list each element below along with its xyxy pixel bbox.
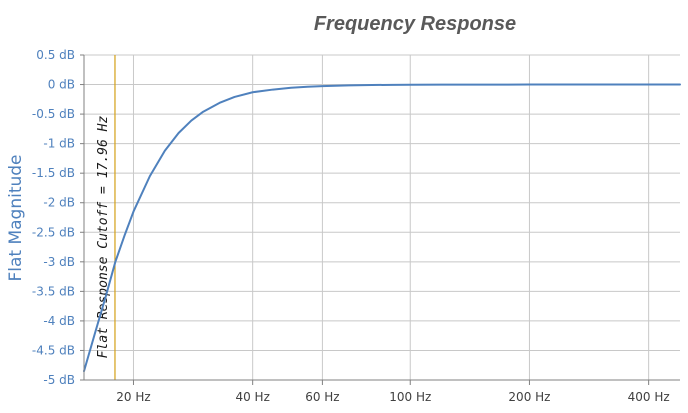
y-tick-label: 0.5 dB — [36, 48, 75, 62]
series-line — [83, 83, 681, 373]
axes — [83, 55, 680, 381]
y-tick-label: -1.5 dB — [32, 166, 75, 180]
x-tick-label: 100 Hz — [389, 390, 431, 404]
x-tick-label: 200 Hz — [508, 390, 550, 404]
y-tick-label: -0.5 dB — [32, 107, 75, 121]
x-tick-label: 20 Hz — [116, 390, 150, 404]
x-tick-label: 60 Hz — [305, 390, 339, 404]
y-tick-label: 0 dB — [48, 78, 75, 92]
y-tick-label: -4 dB — [43, 314, 75, 328]
y-tick-label: -4.5 dB — [32, 343, 75, 357]
x-tick-labels: 20 Hz 40 Hz 60 Hz 100 Hz 200 Hz 400 Hz — [116, 380, 670, 404]
series-group — [83, 83, 681, 373]
x-tick-label: 400 Hz — [628, 390, 670, 404]
y-tick-label: -2.5 dB — [32, 225, 75, 239]
x-tick-label: 40 Hz — [235, 390, 269, 404]
y-tick-label: -3 dB — [43, 255, 75, 269]
cutoff-label: Flat Response Cutoff = 17.96 Hz — [96, 116, 111, 359]
y-tick-label: -5 dB — [43, 373, 75, 387]
y-tick-label: -1 dB — [43, 137, 75, 151]
y-tick-label: -2 dB — [43, 196, 75, 210]
grid-lines — [84, 54, 680, 381]
chart-title: Frequency Response — [314, 13, 516, 35]
y-axis-label: Flat Magnitude — [6, 154, 26, 281]
annotations: Flat Response Cutoff = 17.96 Hz — [96, 55, 116, 380]
y-tick-label: -3.5 dB — [32, 284, 75, 298]
y-tick-labels: 0.5 dB 0 dB -0.5 dB -1 dB -1.5 dB -2 dB -2.5 d… — [32, 48, 84, 387]
